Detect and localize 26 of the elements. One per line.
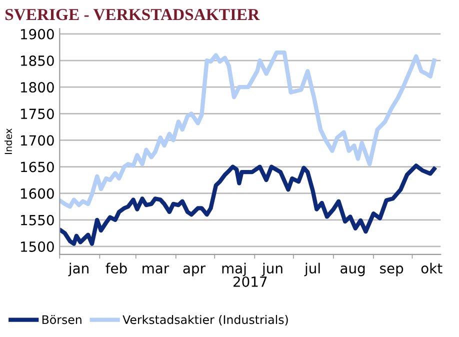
y-tick-label: 1750 bbox=[20, 108, 54, 120]
x-axis-title: 2017 bbox=[234, 276, 267, 287]
y-tick-label: 1850 bbox=[20, 55, 54, 66]
y-tick-label: 1800 bbox=[20, 82, 54, 93]
y-tick-label: 1900 bbox=[20, 28, 54, 40]
y-tick-label: 1650 bbox=[20, 162, 54, 172]
legend-label: Börsen bbox=[42, 314, 82, 324]
x-tick-label: jun bbox=[262, 262, 282, 276]
y-tick-label: 1700 bbox=[20, 135, 54, 146]
y-axis-title: Index bbox=[4, 128, 12, 154]
y-tick-label: 1600 bbox=[20, 188, 54, 199]
x-tick-label: jan bbox=[68, 262, 88, 276]
line-series bbox=[60, 50, 436, 209]
x-tick-label: maj bbox=[222, 262, 246, 276]
chart-title: SVERIGE - VERKSTADSAKTIER bbox=[5, 8, 260, 20]
legend-label: Verkstadsaktier (Industrials) bbox=[122, 314, 288, 326]
x-tick-label: feb bbox=[106, 262, 127, 274]
y-tick-label: 1550 bbox=[20, 214, 54, 226]
x-tick-label: apr bbox=[183, 266, 206, 276]
line-series bbox=[60, 164, 436, 246]
x-tick-label: mar bbox=[142, 266, 170, 274]
x-tick-label: aug bbox=[340, 266, 365, 276]
x-tick-label: jul bbox=[304, 262, 320, 276]
x-tick-label: okt bbox=[421, 262, 442, 274]
x-tick-label: sep bbox=[380, 266, 404, 276]
y-tick-label: 1500 bbox=[20, 241, 54, 252]
